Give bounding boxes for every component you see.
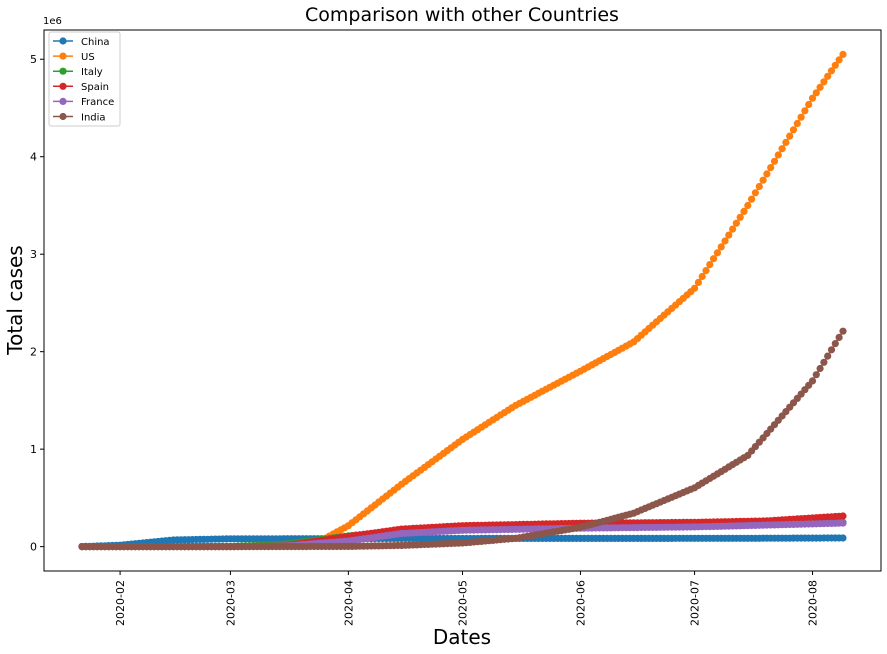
y-axis-offset-label: 1e6 [43,16,62,27]
data-point [767,164,775,172]
data-point [839,50,847,59]
data-point [702,267,710,275]
legend-label: China [81,37,110,48]
data-point [835,333,843,341]
legend-marker [59,82,67,90]
data-point [721,237,729,245]
data-point [816,83,824,91]
data-point [691,284,699,292]
data-point [839,519,847,527]
data-point [706,261,714,269]
y-tick-label: 0 [30,541,37,554]
x-tick-label: 2020-07 [689,580,702,626]
data-point [725,231,733,239]
legend-item: Spain [53,82,109,93]
data-point [736,213,744,221]
data-point [786,132,794,140]
data-point [812,371,820,379]
data-point [763,170,771,178]
y-axis-ticks: 0 1 2 3 4 5 [30,53,44,554]
data-point [793,119,801,128]
data-point [827,67,836,75]
x-tick-label: 2020-02 [114,580,127,626]
data-point [698,272,706,281]
data-point [820,358,828,366]
data-point [759,176,767,184]
chart-title: Comparison with other Countries [305,4,619,26]
x-axis-label: Dates [433,625,491,649]
series-india [78,327,847,551]
legend-item: Italy [53,67,103,78]
data-point [805,100,813,109]
legend-item: France [53,97,114,108]
legend-item: China [53,37,110,48]
data-point [744,201,752,210]
data-point [808,94,817,102]
data-point [782,138,790,146]
data-point [820,78,828,86]
x-axis-ticks: 2020-02 2020-03 2020-04 2020-05 2020-06 2020-… [114,571,820,626]
legend-label: India [81,112,106,123]
data-point [755,182,763,191]
data-point [694,278,703,286]
data-point [751,189,760,197]
data-point [824,352,832,360]
data-point [824,72,832,80]
legend-item: US [53,52,95,63]
data-point [831,340,839,348]
data-point [812,89,820,97]
data-point [732,219,741,227]
legend-item: India [53,112,106,123]
legend-label: US [81,52,95,63]
data-point [839,534,847,542]
data-point [816,364,824,373]
series-layer [78,50,847,551]
y-tick-label: 2 [30,346,37,359]
x-tick-label: 2020-06 [574,580,587,626]
data-point [710,255,718,263]
data-point [778,145,786,153]
y-tick-label: 5 [30,53,37,66]
data-point [839,327,847,335]
data-point [835,56,843,64]
data-point [713,249,722,257]
legend: China US Italy Spain France India [48,31,121,127]
legend-marker [59,112,67,121]
data-point [717,243,725,251]
x-tick-label: 2020-05 [457,580,470,626]
data-point [801,107,809,115]
legend-label: Spain [81,82,109,93]
data-point [729,225,737,233]
data-point [740,207,748,215]
data-point [797,113,805,121]
data-point [770,157,779,165]
legend-marker [59,37,67,45]
y-axis-label: Total cases [3,245,27,355]
y-tick-label: 1 [30,443,37,456]
x-tick-label: 2020-04 [342,580,355,626]
legend-marker [59,67,67,75]
data-point [839,512,847,520]
legend-label: Italy [81,67,103,78]
data-point [808,377,817,385]
legend-items: China US Italy Spain France India [53,37,114,123]
data-point [748,195,756,203]
x-tick-label: 2020-03 [224,580,237,626]
legend-marker [59,52,67,60]
data-point [774,151,782,159]
x-tick-label: 2020-08 [807,580,820,626]
data-point [831,61,839,69]
data-point [827,346,836,354]
y-tick-label: 4 [30,151,37,164]
y-tick-label: 3 [30,248,37,261]
legend-marker [59,97,67,105]
legend-label: France [81,97,114,108]
data-point [789,126,798,134]
